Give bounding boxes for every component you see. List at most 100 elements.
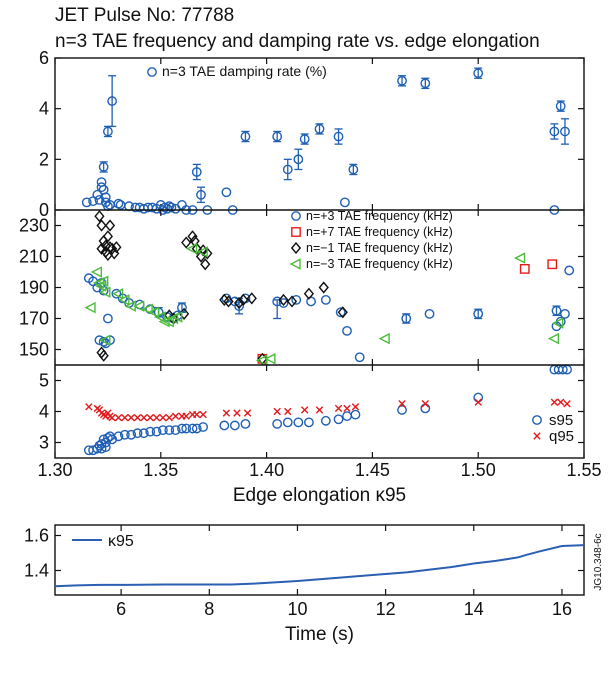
data-point [95, 280, 107, 292]
legend-marker [532, 415, 542, 425]
data-point [233, 296, 245, 310]
data-point [196, 189, 206, 200]
data-point [240, 418, 251, 429]
data-point [159, 414, 167, 422]
data-point [339, 197, 350, 208]
x-tick-label: 8 [204, 599, 214, 619]
data-point [333, 131, 344, 142]
data-point [199, 410, 207, 419]
data-point [563, 400, 571, 408]
data-point [420, 78, 431, 89]
data-point [343, 404, 351, 413]
data-point [473, 68, 484, 79]
data-point [158, 315, 170, 328]
data-point [85, 403, 93, 411]
data-point [97, 275, 109, 288]
data-point [547, 332, 560, 345]
data-point [187, 423, 198, 434]
data-point [198, 422, 209, 432]
data-point [337, 306, 348, 319]
data-point [333, 414, 344, 425]
data-point [255, 354, 268, 367]
kappa95-line [54, 544, 585, 588]
legend-marker [291, 227, 301, 237]
data-point [92, 189, 103, 200]
data-point [152, 414, 161, 422]
data-point [278, 298, 289, 308]
data-point [200, 258, 211, 271]
data-point [320, 415, 331, 426]
data-point [303, 287, 315, 300]
data-point [160, 202, 170, 213]
data-point [350, 409, 361, 420]
data-point [103, 126, 113, 137]
data-point [219, 420, 230, 431]
x-tick-label: 12 [376, 599, 396, 619]
y-tick-label: 210 [19, 247, 49, 267]
data-point [96, 219, 107, 232]
data-point [315, 406, 324, 414]
legend-label: n=+7 TAE frequency (kHz) [306, 225, 453, 239]
x-tick-label: 16 [552, 599, 572, 619]
y-tick-label: 0 [39, 200, 49, 220]
data-point [113, 198, 124, 209]
data-point [181, 236, 192, 249]
data-point [187, 230, 198, 243]
data-point [145, 426, 156, 437]
legend-marker [533, 432, 541, 440]
x-tick-label: 1.45 [355, 460, 390, 480]
data-point [564, 265, 575, 276]
data-point [94, 210, 105, 223]
data-point [421, 400, 429, 408]
data-point [335, 307, 346, 318]
data-point [147, 306, 160, 319]
data-point [171, 412, 180, 420]
legend-marker [290, 241, 302, 255]
y-tick-label: 1.4 [24, 561, 49, 581]
data-point [99, 286, 111, 298]
data-point [519, 264, 530, 274]
data-point [99, 334, 111, 346]
legend-label: n=−1 TAE frequency (kHz) [306, 241, 453, 255]
data-point [84, 301, 96, 314]
data-point [300, 406, 309, 414]
data-point [100, 442, 111, 453]
data-point [233, 409, 241, 417]
data-point [229, 420, 240, 431]
data-point [182, 412, 190, 420]
data-point [397, 75, 407, 86]
stacked-frame [54, 57, 585, 459]
data-point [127, 414, 135, 422]
data-point [549, 126, 560, 137]
data-point [401, 313, 412, 324]
data-point [282, 164, 293, 175]
data-point [102, 230, 114, 243]
x-tick-label: 1.50 [461, 460, 496, 480]
data-point [273, 407, 281, 416]
legend-label: n=3 TAE damping rate (%) [162, 63, 327, 79]
legend-marker [289, 258, 301, 270]
y-tick-label: 170 [19, 309, 49, 329]
data-point [181, 423, 192, 434]
y-tick-label: 4 [39, 99, 49, 119]
data-point [111, 241, 122, 254]
data-point [164, 425, 175, 435]
data-point [334, 404, 343, 413]
data-point [348, 164, 359, 175]
data-point [278, 293, 289, 306]
data-point [282, 417, 293, 428]
data-point [108, 414, 116, 422]
data-point [133, 300, 145, 312]
data-point [560, 308, 570, 319]
data-point [154, 311, 166, 323]
data-point [552, 317, 564, 329]
y-tick-label: 230 [19, 216, 49, 236]
data-point [557, 398, 565, 406]
time-frame [54, 524, 585, 596]
data-point [138, 428, 149, 439]
data-point [318, 281, 329, 294]
legend-marker [291, 211, 301, 221]
x-tick-label: 6 [116, 599, 126, 619]
data-point [547, 259, 558, 270]
